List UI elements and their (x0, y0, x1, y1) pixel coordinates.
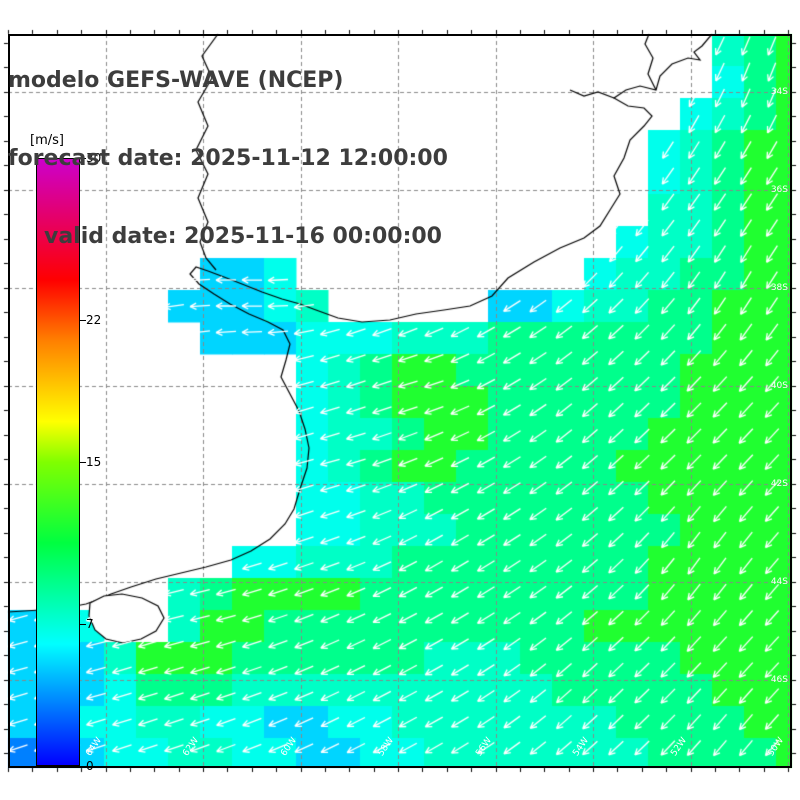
lat-label: 40S (770, 380, 788, 391)
colorbar-gradient (36, 158, 80, 766)
colorbar-tick-label: 22 (86, 313, 102, 328)
colorbar-tick-mark (80, 765, 86, 767)
lat-label: 38S (770, 282, 788, 293)
colorbar-unit-label: [m/s] (30, 133, 64, 148)
colorbar-tick-mark (80, 623, 86, 625)
lat-label: 46S (770, 674, 788, 685)
lat-label: 34S (770, 86, 788, 97)
colorbar-tick-mark (80, 157, 86, 159)
colorbar-tick-label: 7 (86, 617, 94, 632)
lat-label: 44S (770, 576, 788, 587)
colorbar-tick-label: 15 (86, 455, 102, 469)
colorbar-tick-label: 30 (86, 151, 102, 165)
valid-date-line: valid date: 2025-11-16 00:00:00 (44, 224, 442, 249)
model-title: modelo GEFS-WAVE (NCEP) (8, 68, 344, 93)
lat-label: 42S (770, 478, 788, 489)
colorbar-tick-mark (80, 461, 86, 463)
colorbar-tick-mark (80, 319, 86, 321)
colorbar-tick-label: 0 (86, 759, 94, 773)
lat-label: 36S (770, 184, 788, 195)
header: modelo GEFS-WAVE (NCEP) forecast date: 2… (8, 16, 448, 302)
forecast-date-line: forecast date: 2025-11-12 12:00:00 (8, 146, 448, 171)
